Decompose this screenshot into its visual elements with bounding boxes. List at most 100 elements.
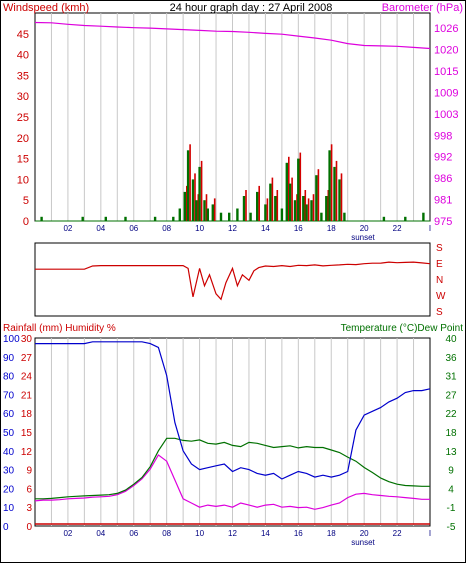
- temp-tick-label: 31: [445, 372, 457, 383]
- wind-gust-bar: [276, 190, 279, 221]
- x-tick-label: 14: [261, 529, 270, 538]
- humidity-line: [35, 341, 431, 480]
- wind-bar: [242, 196, 246, 221]
- humidity-tick-label: 100: [3, 334, 20, 345]
- wind-tick-label: 20: [17, 133, 29, 145]
- x-tick-label: 22: [393, 224, 402, 233]
- humidity-tick-label: 60: [3, 409, 15, 420]
- wind-gust-bar: [213, 198, 216, 221]
- rain-tick-label: 12: [21, 447, 33, 458]
- baro-tick-label: 981: [434, 195, 452, 207]
- wind-bar: [178, 208, 181, 221]
- wind-bars: [40, 144, 425, 221]
- wind-bar: [280, 208, 284, 221]
- wind-bar: [422, 212, 425, 221]
- wind-bar: [219, 212, 223, 221]
- wind-gust-bar: [307, 198, 310, 221]
- wind-baro-grid: [35, 13, 430, 222]
- wind-gust-bar: [205, 194, 208, 221]
- wind-gust-bar: [194, 173, 196, 221]
- wind-gust-bar: [327, 190, 330, 221]
- rain-tick-label: 6: [26, 484, 32, 495]
- wind-bar: [333, 166, 336, 221]
- x-tick-label: 18: [327, 529, 336, 538]
- x-tick-label: 10: [195, 224, 204, 233]
- x-tick-label: I: [429, 529, 431, 538]
- wind-gust-bar: [288, 156, 290, 221]
- baro-tick-label: 1026: [434, 23, 458, 35]
- baro-tick-label: 1003: [434, 109, 458, 121]
- wind-gust-bar: [245, 190, 247, 221]
- wind-direction-line: [35, 261, 431, 301]
- wind-axis-title: Windspeed (kmh): [3, 2, 89, 14]
- x-tick-label: 16: [294, 529, 303, 538]
- wind-bar: [198, 166, 201, 221]
- wind-bar: [310, 200, 313, 221]
- wind-tick-label: 15: [17, 154, 29, 166]
- wind-gust-bar: [296, 194, 298, 221]
- wind-gust-bar: [197, 194, 200, 221]
- wind-bar: [288, 183, 292, 221]
- x-tick-label: I: [429, 224, 431, 233]
- wind-bar: [264, 204, 267, 221]
- baro-tick-labels: 975 981 986 992 998 1003 1009 1015 1020 1026: [434, 23, 458, 228]
- wind-gust-bar: [330, 144, 333, 221]
- direction-label: E: [436, 259, 443, 270]
- wind-bar: [382, 216, 386, 221]
- wind-bar: [191, 179, 195, 221]
- wind-gust-bar: [258, 185, 260, 221]
- wind-gust-bar: [335, 160, 338, 221]
- humidity-tick-label: 0: [3, 522, 9, 533]
- rain-tick-label: 9: [26, 466, 32, 477]
- rain-tick-label: 24: [21, 372, 33, 383]
- wind-bar: [172, 216, 175, 221]
- wind-gust-bar: [186, 185, 188, 221]
- rain-tick-label: 21: [21, 390, 33, 401]
- wind-sunset-label: sunset: [351, 233, 375, 242]
- wind-bar: [206, 208, 209, 221]
- baro-tick-label: 1020: [434, 45, 458, 57]
- x-tick-label: 12: [228, 529, 237, 538]
- wind-gust-bar: [271, 177, 274, 221]
- x-tick-label: 20: [360, 224, 369, 233]
- wind-bar: [274, 196, 277, 221]
- rain-tick-label: 30: [21, 334, 33, 345]
- wind-bar: [81, 216, 84, 221]
- temp-tick-label: -5: [447, 522, 456, 533]
- rain-tick-label: 0: [26, 522, 32, 533]
- wind-bar: [211, 204, 214, 221]
- wind-gust-bar: [299, 152, 302, 221]
- humidity-tick-label: 90: [3, 353, 15, 364]
- wind-bar: [343, 212, 346, 221]
- wind-bar: [256, 191, 259, 221]
- x-tick-label: 10: [195, 529, 204, 538]
- rain-tick-label: 3: [26, 503, 32, 514]
- x-tick-label: 14: [261, 224, 270, 233]
- wind-bar: [203, 200, 206, 221]
- rain-tick-label: 15: [21, 428, 33, 439]
- x-tick-label: 06: [129, 529, 138, 538]
- wind-bar: [305, 204, 308, 221]
- rain-humidity-axis-title: Rainfall (mm) Humidity %: [3, 323, 116, 334]
- baro-tick-label: 992: [434, 152, 452, 164]
- wind-x-tick-labels: 02 04 06 08 10 12 14 16 18 20 22 I: [63, 224, 431, 233]
- temp-dew-axis-title: Temperature (°C)Dew Point: [341, 323, 464, 334]
- wind-gust-bar: [200, 160, 203, 221]
- x-tick-label: 18: [327, 224, 336, 233]
- wind-bar: [40, 216, 43, 221]
- wind-bar: [124, 216, 127, 221]
- temperature-line: [35, 437, 430, 500]
- baro-tick-label: 975: [434, 216, 452, 228]
- wind-gust-bar: [189, 144, 191, 221]
- x-tick-label: 04: [96, 529, 105, 538]
- wind-bar: [269, 183, 272, 221]
- wind-tick-label: 0: [23, 216, 29, 228]
- wind-tick-label: 25: [17, 112, 29, 124]
- temp-tick-label: 36: [445, 353, 457, 364]
- wind-bar: [195, 200, 198, 221]
